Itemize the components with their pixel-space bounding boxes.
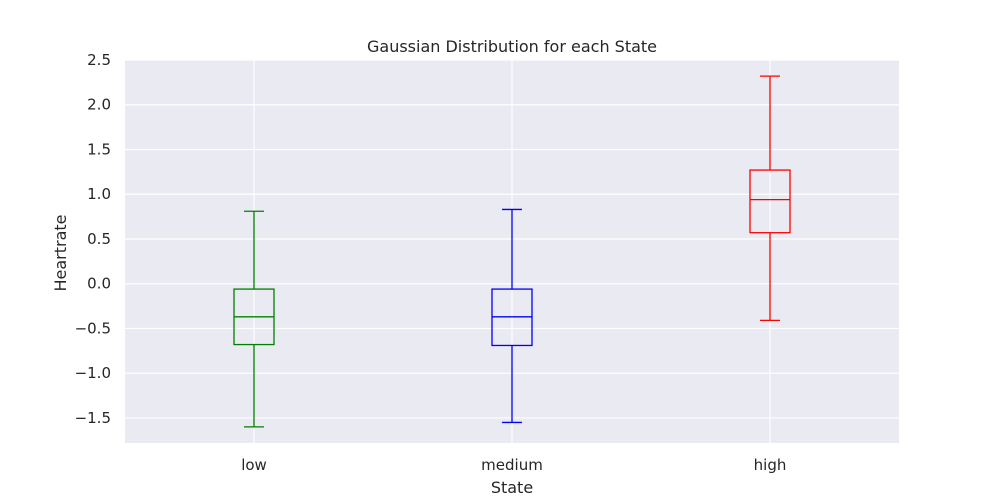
y-tick-label: 1.5 [87,140,111,158]
y-axis-label: Heartrate [51,214,70,291]
box-series [233,75,791,428]
iqr-box [749,169,791,234]
x-axis-label: State [491,478,533,497]
y-tick-label: −1.0 [75,364,111,382]
y-axis-ticks: −1.5 −1.0 −0.5 0.0 0.5 1.0 1.5 2.0 2.5 [75,51,111,427]
y-tick-label: 0.0 [87,275,111,293]
y-tick-label: −0.5 [75,319,111,337]
y-tick-label: 2.5 [87,51,111,69]
x-tick-label: high [754,456,787,474]
y-tick-label: 1.0 [87,185,111,203]
x-axis-ticks: low medium high [241,456,786,474]
box-high [749,75,791,322]
x-tick-label: low [241,456,267,474]
y-tick-label: 2.0 [87,96,111,114]
box-medium [491,208,533,424]
chart-title: Gaussian Distribution for each State [367,37,657,56]
y-tick-label: 0.5 [87,230,111,248]
y-tick-label: −1.5 [75,409,111,427]
x-tick-label: medium [481,456,543,474]
box-low [233,210,275,428]
